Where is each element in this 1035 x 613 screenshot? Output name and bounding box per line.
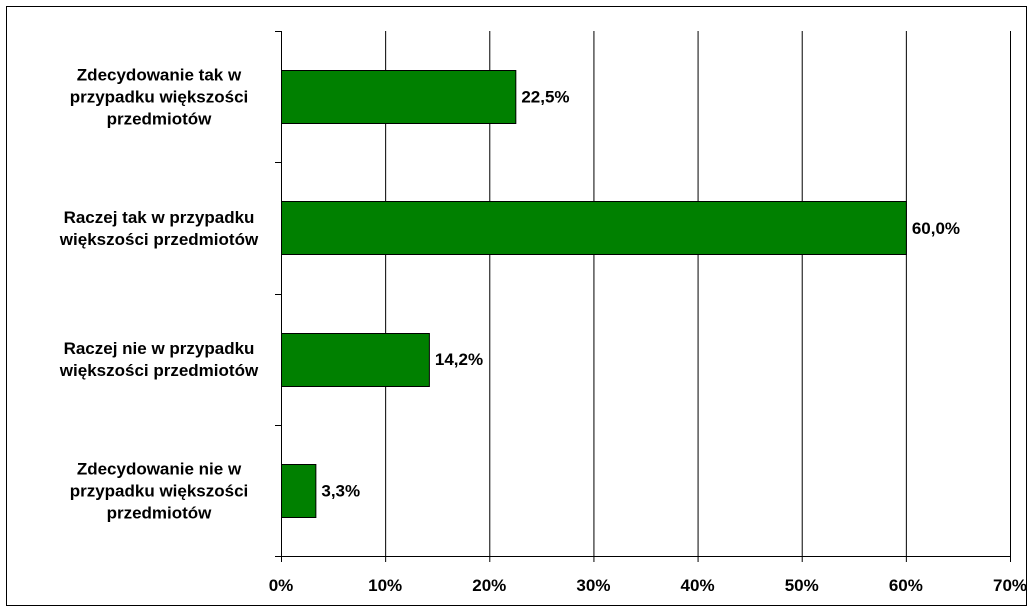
bar-1 [281, 201, 907, 255]
x-tick-label-3: 30% [576, 576, 610, 595]
x-tick-label-2: 20% [472, 576, 506, 595]
data-label-1: 60,0% [912, 219, 960, 238]
category-label-2: Raczej nie w przypadku większości przedmi… [59, 339, 259, 380]
data-label-3: 3,3% [321, 481, 360, 500]
chart-frame: Zdecydowanie tak w przypadku większości pr… [6, 6, 1027, 606]
data-label-2: 14,2% [435, 350, 483, 369]
data-label-0: 22,5% [521, 88, 569, 107]
bar-2 [281, 333, 430, 387]
bar-3 [281, 464, 317, 518]
bar-0 [281, 70, 517, 124]
x-tick-label-1: 10% [368, 576, 402, 595]
axes [275, 31, 1011, 562]
x-tick-label-5: 50% [785, 576, 819, 595]
x-tick-label-4: 40% [681, 576, 715, 595]
bars [281, 70, 907, 518]
x-tick-label-7: 70% [993, 576, 1027, 595]
category-label-3: Zdecydowanie nie w przypadku większości pr… [70, 459, 249, 522]
category-labels: Zdecydowanie tak w przypadku większości pr… [59, 66, 259, 523]
x-tick-label-6: 60% [889, 576, 923, 595]
data-labels: 22,5% 60,0% 14,2% 3,3% [321, 88, 960, 501]
category-label-1: Raczej tak w przypadku większości przedmi… [59, 208, 259, 249]
bar-chart: Zdecydowanie tak w przypadku większości pr… [59, 31, 1027, 595]
x-tick-label-0: 0% [269, 576, 294, 595]
x-tick-labels: 0% 10% 20% 30% 40% 50% 60% 70% [269, 576, 1027, 595]
category-label-0: Zdecydowanie tak w przypadku większości pr… [70, 66, 249, 129]
